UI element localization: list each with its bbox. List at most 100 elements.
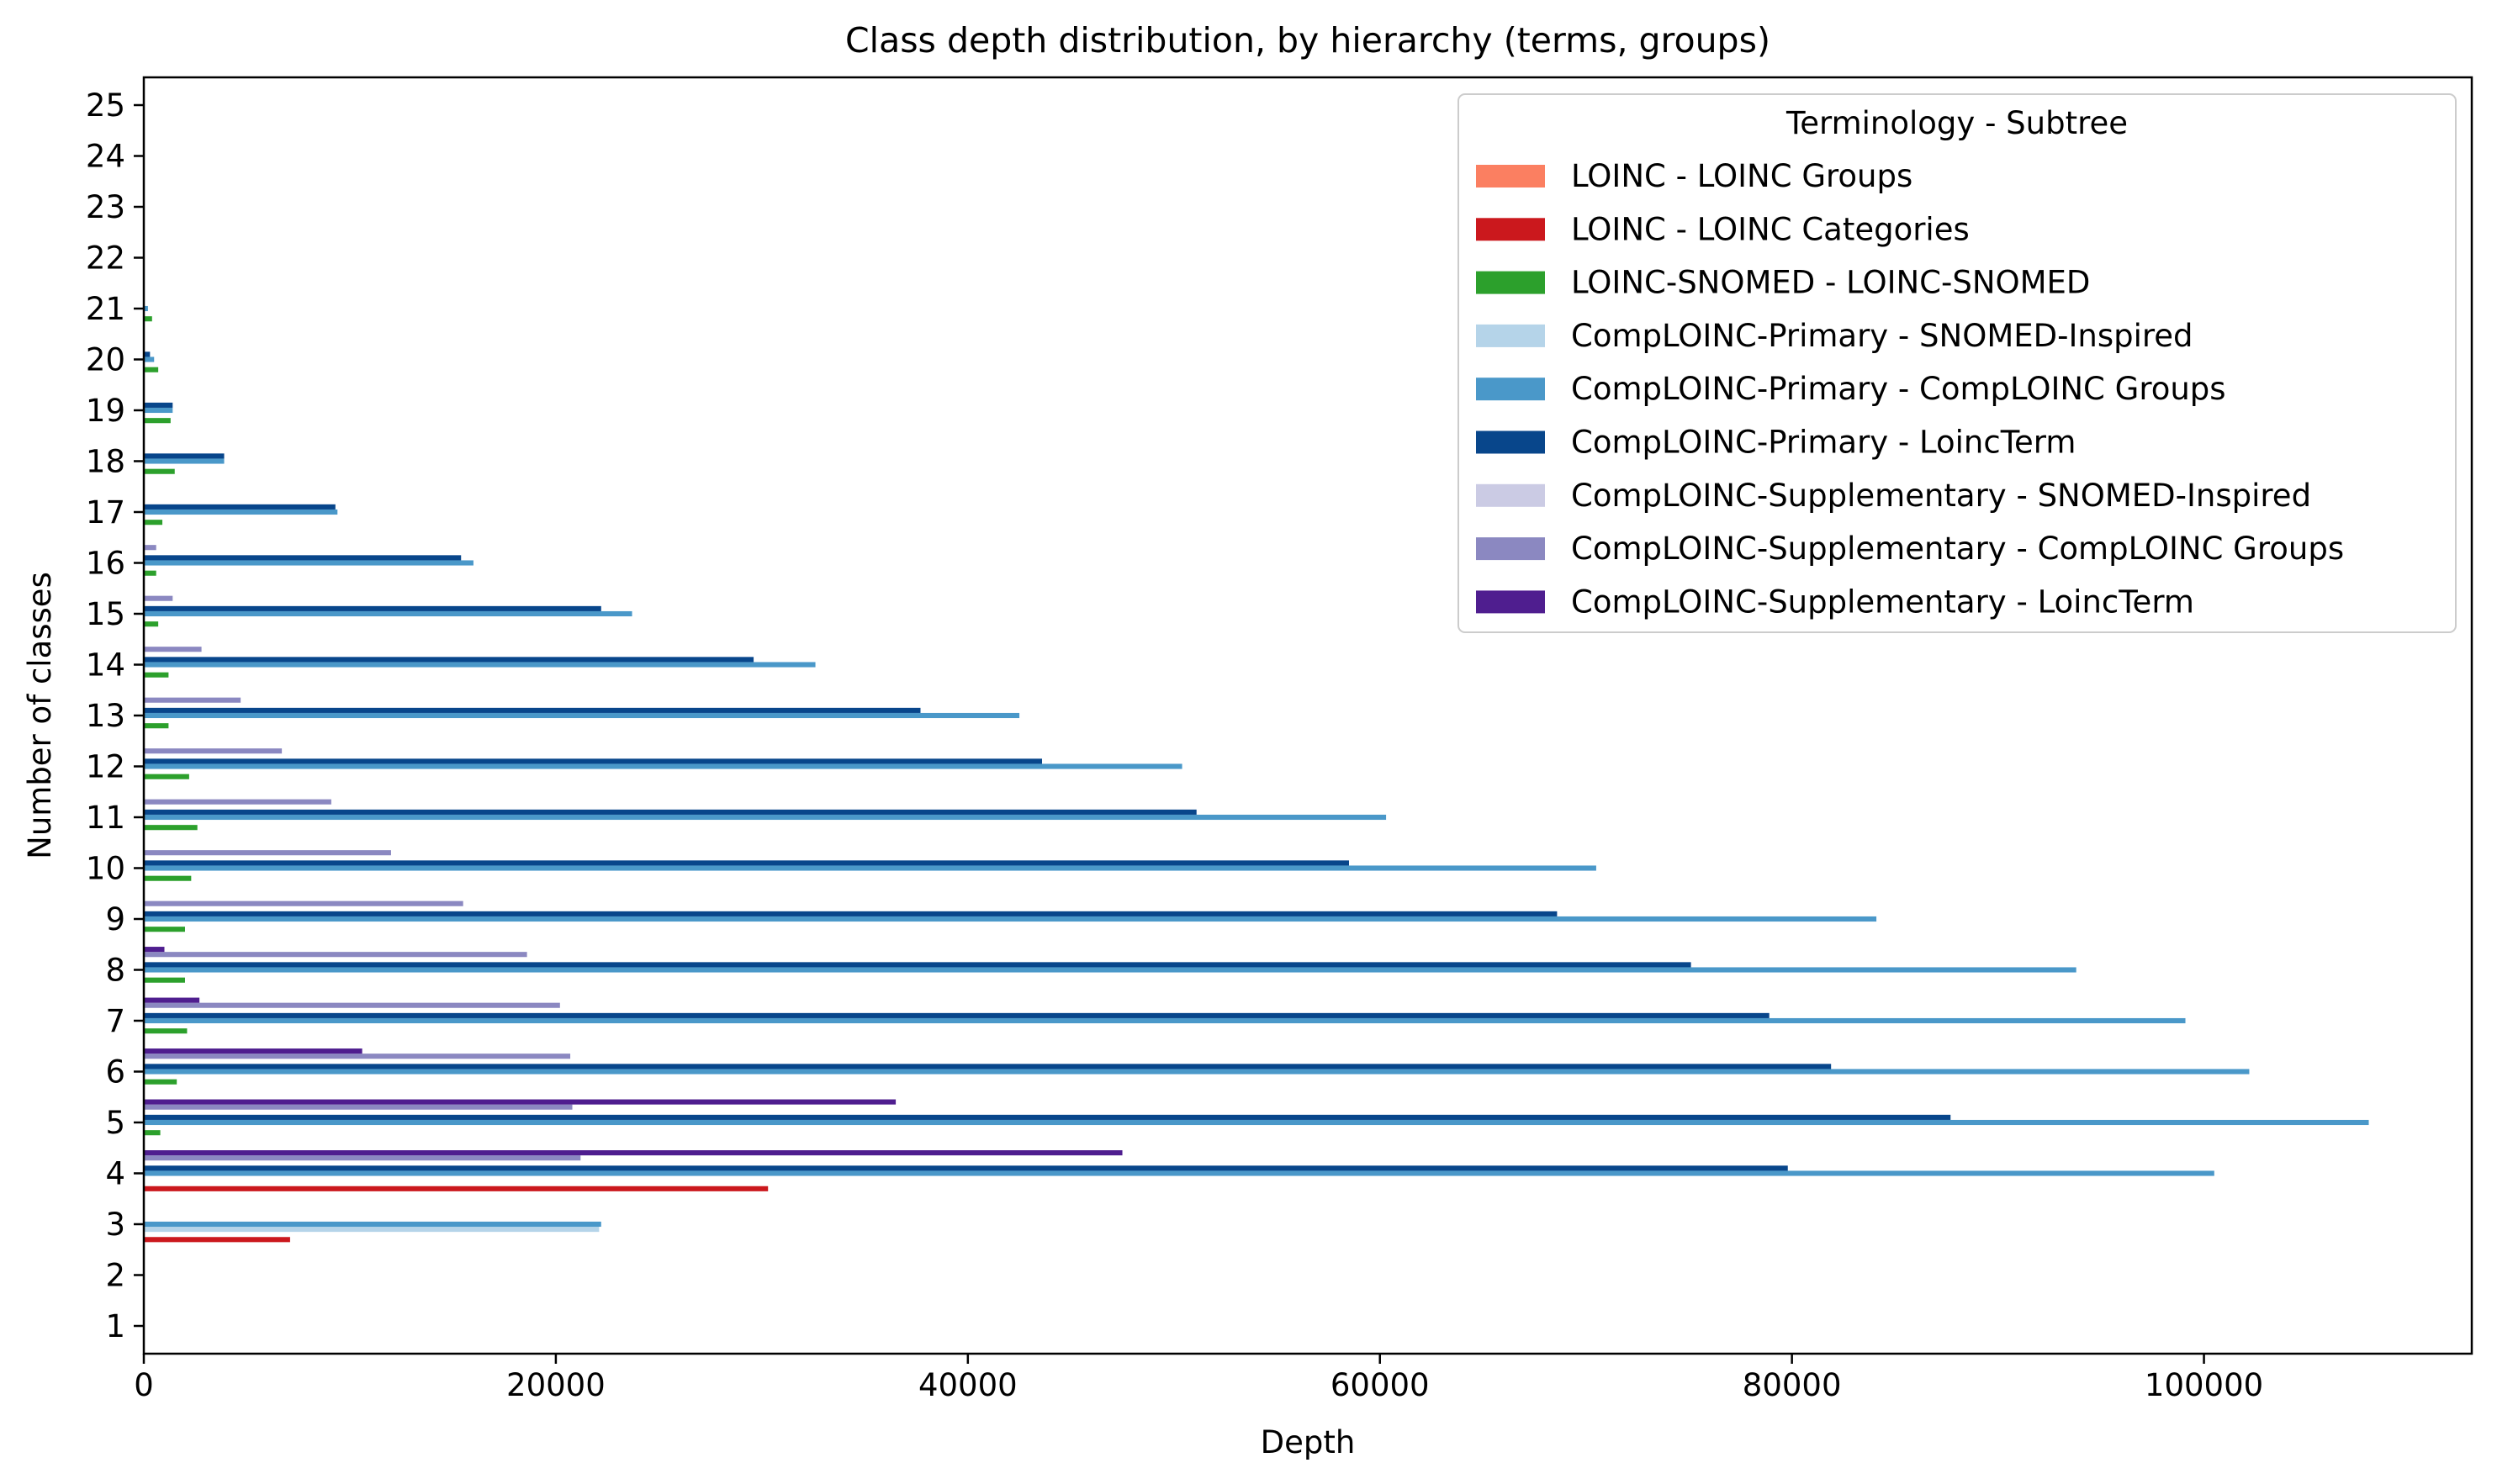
- legend: Terminology - Subtree LOINC - LOINC Grou…: [1457, 93, 2457, 633]
- bar-9-depth-8: [144, 947, 165, 953]
- bar-5-depth-15: [144, 610, 632, 617]
- bar-6-depth-16: [144, 555, 462, 561]
- y-tick-label: 5: [105, 1105, 125, 1141]
- bar-5-depth-19: [144, 407, 173, 414]
- bar-5-depth-16: [144, 560, 473, 566]
- y-tick-label: 22: [86, 240, 125, 277]
- legend-swatch: [1476, 324, 1545, 347]
- legend-label: CompLOINC-Primary - SNOMED-Inspired: [1571, 318, 2193, 354]
- bar-8-depth-6: [144, 1054, 571, 1059]
- x-tick-label: 20000: [506, 1367, 606, 1403]
- bar-5-depth-9: [144, 916, 1877, 922]
- y-tick-label: 7: [105, 1003, 125, 1039]
- y-tick-label: 10: [86, 851, 125, 887]
- x-tick-label: 60000: [1330, 1367, 1430, 1403]
- bar-6-depth-4: [144, 1165, 1788, 1171]
- bar-6-depth-9: [144, 911, 1558, 916]
- bar-3-depth-12: [144, 774, 189, 779]
- legend-swatch: [1476, 218, 1545, 241]
- y-tick-label: 16: [86, 546, 125, 582]
- bar-3-depth-9: [144, 927, 185, 932]
- bar-9-depth-4: [144, 1150, 1123, 1156]
- y-tick-label: 11: [86, 800, 125, 836]
- y-axis-label: Number of classes: [22, 572, 58, 859]
- y-tick-label: 20: [86, 342, 125, 378]
- bar-8-depth-11: [144, 799, 331, 805]
- bar-6-depth-15: [144, 605, 601, 611]
- bar-6-depth-18: [144, 453, 225, 459]
- bar-5-depth-11: [144, 814, 1387, 821]
- bar-5-depth-7: [144, 1017, 2186, 1024]
- bar-3-depth-13: [144, 723, 169, 729]
- bar-5-depth-21: [144, 305, 148, 312]
- y-tick-label: 2: [105, 1258, 125, 1294]
- y-tick-label: 14: [86, 647, 125, 684]
- bar-6-depth-17: [144, 504, 336, 510]
- bar-3-depth-14: [144, 672, 169, 678]
- legend-label: CompLOINC-Supplementary - LoincTerm: [1571, 584, 2194, 620]
- legend-label: CompLOINC-Primary - LoincTerm: [1571, 425, 2076, 461]
- y-tick-label: 23: [86, 189, 125, 225]
- legend-label: CompLOINC-Supplementary - SNOMED-Inspire…: [1571, 478, 2311, 514]
- y-tick-label: 15: [86, 596, 125, 632]
- y-tick-label: 25: [86, 87, 125, 124]
- bar-5-depth-13: [144, 712, 1020, 719]
- bar-2-depth-4: [144, 1186, 769, 1191]
- bar-5-depth-14: [144, 662, 816, 668]
- legend-box: [1457, 93, 2457, 633]
- bar-5-depth-17: [144, 509, 338, 515]
- legend-swatch: [1476, 165, 1545, 187]
- legend-swatch: [1476, 537, 1545, 561]
- bar-8-depth-15: [144, 595, 173, 601]
- bar-5-depth-6: [144, 1069, 2250, 1075]
- bar-6-depth-12: [144, 758, 1043, 764]
- bar-3-depth-20: [144, 367, 159, 372]
- bar-8-depth-13: [144, 697, 241, 703]
- x-tick-label: 100000: [2145, 1367, 2263, 1403]
- legend-swatch: [1476, 271, 1545, 294]
- bar-5-depth-10: [144, 865, 1596, 871]
- x-axis-label: Depth: [1261, 1424, 1356, 1460]
- x-axis: 0 20000 40000 60000 80000 100000: [134, 1354, 2263, 1403]
- chart-title: Class depth distribution, by hierarchy (…: [845, 20, 1770, 61]
- bar-3-depth-21: [144, 316, 152, 322]
- bar-3-depth-19: [144, 418, 171, 424]
- legend-label: CompLOINC-Primary - CompLOINC Groups: [1571, 371, 2226, 407]
- legend-swatch: [1476, 378, 1545, 401]
- bar-8-depth-7: [144, 1002, 560, 1008]
- y-tick-label: 6: [105, 1054, 125, 1091]
- bar-8-depth-8: [144, 952, 527, 958]
- bar-2-depth-3: [144, 1237, 290, 1243]
- y-tick-label: 13: [86, 698, 125, 734]
- bar-6-depth-8: [144, 962, 1691, 968]
- bar-3-depth-10: [144, 875, 192, 881]
- bar-3-depth-16: [144, 570, 156, 576]
- bar-3-depth-15: [144, 621, 159, 627]
- bar-8-depth-5: [144, 1104, 573, 1110]
- bar-5-depth-5: [144, 1119, 2369, 1126]
- bar-6-depth-7: [144, 1012, 1770, 1018]
- bar-3-depth-18: [144, 468, 175, 474]
- x-tick-label: 0: [134, 1367, 154, 1403]
- bar-5-depth-18: [144, 458, 225, 464]
- y-tick-label: 19: [86, 393, 125, 429]
- bar-8-depth-4: [144, 1155, 581, 1161]
- bar-6-depth-19: [144, 402, 173, 408]
- legend-label: CompLOINC-Supplementary - CompLOINC Grou…: [1571, 531, 2344, 567]
- bar-4-depth-3: [144, 1227, 600, 1233]
- bar-9-depth-7: [144, 997, 200, 1003]
- y-tick-label: 24: [86, 139, 125, 175]
- legend-swatch: [1476, 590, 1545, 614]
- bar-8-depth-16: [144, 545, 156, 551]
- bar-8-depth-10: [144, 850, 391, 856]
- bar-5-depth-8: [144, 967, 2076, 973]
- bar-6-depth-13: [144, 707, 921, 713]
- y-tick-label: 4: [105, 1156, 125, 1192]
- y-tick-label: 9: [105, 901, 125, 937]
- bar-6-depth-10: [144, 860, 1349, 866]
- y-tick-label: 3: [105, 1207, 125, 1243]
- bar-5-depth-20: [144, 356, 155, 362]
- y-tick-label: 17: [86, 494, 125, 531]
- legend-swatch: [1476, 483, 1545, 507]
